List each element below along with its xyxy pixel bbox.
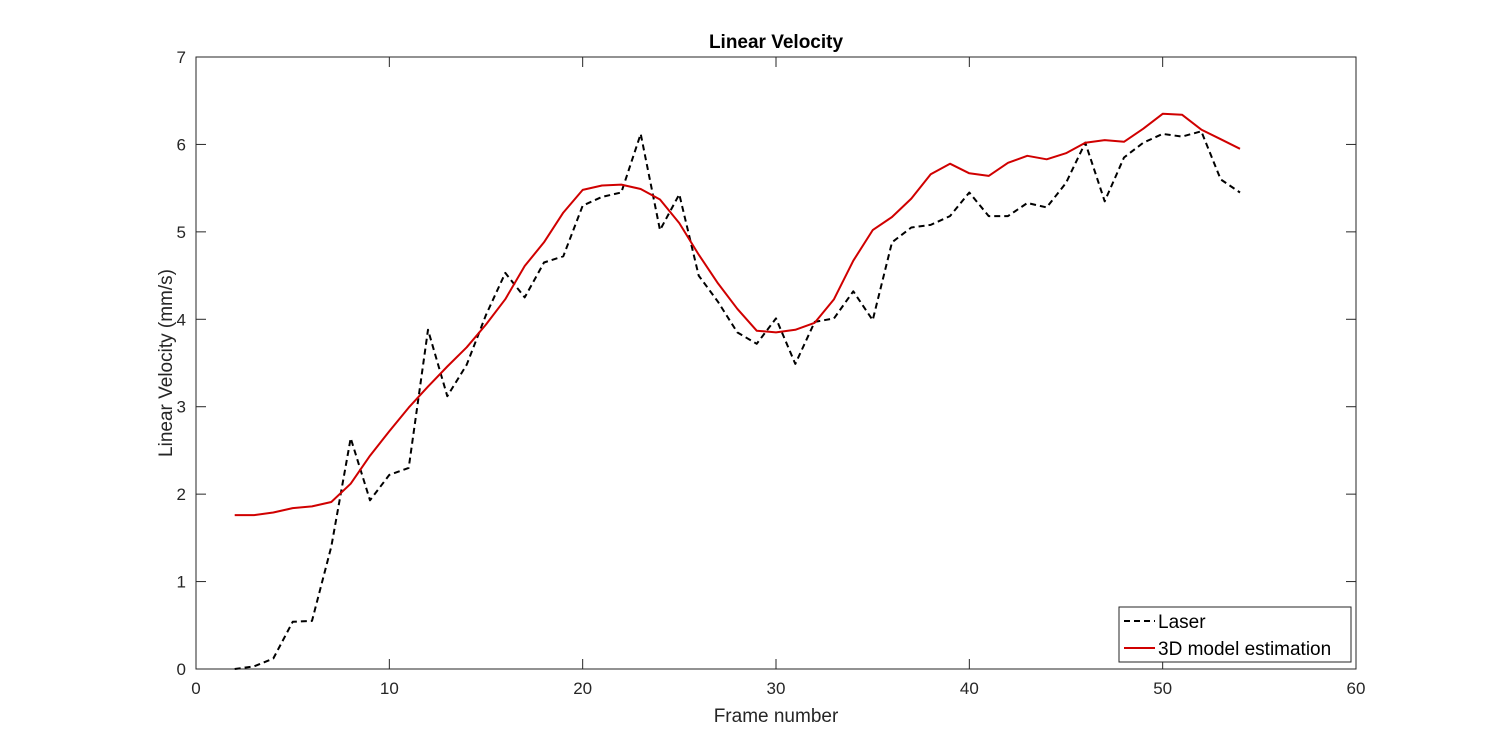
y-tick-label: 3 [177, 398, 186, 417]
y-tick-label: 0 [177, 660, 186, 679]
x-tick-label: 20 [573, 679, 592, 698]
y-axis-label: Linear Velocity (mm/s) [156, 269, 177, 457]
y-tick-label: 1 [177, 573, 186, 592]
x-tick-label: 10 [380, 679, 399, 698]
chart-title: Linear Velocity [709, 32, 844, 53]
x-tick-label: 40 [960, 679, 979, 698]
y-tick-label: 4 [177, 310, 186, 329]
plot-area [195, 56, 1357, 670]
x-tick-label: 30 [767, 679, 786, 698]
series-line-laser [234, 130, 1241, 670]
y-tick-label: 2 [177, 485, 186, 504]
y-axis: 0 1 2 3 4 5 6 7 [177, 48, 1356, 679]
x-axis-label: Frame number [714, 706, 839, 727]
y-tick-label: 7 [177, 48, 186, 67]
x-tick-label: 50 [1153, 679, 1172, 698]
legend-label-3d-model: 3D model estimation [1158, 639, 1331, 660]
x-tick-label: 60 [1347, 679, 1366, 698]
y-tick-label: 6 [177, 135, 186, 154]
legend-box [1118, 606, 1352, 663]
series-line-3d-model-estimation [234, 112, 1241, 517]
legend-label-laser: Laser [1158, 612, 1206, 633]
x-axis: 0 10 20 30 40 50 60 [191, 57, 1365, 698]
legend: Laser 3D model estimation [1118, 606, 1352, 663]
x-tick-label: 0 [191, 679, 200, 698]
y-tick-label: 5 [177, 223, 186, 242]
series-layer [234, 112, 1241, 670]
plot-frame [195, 56, 1357, 670]
